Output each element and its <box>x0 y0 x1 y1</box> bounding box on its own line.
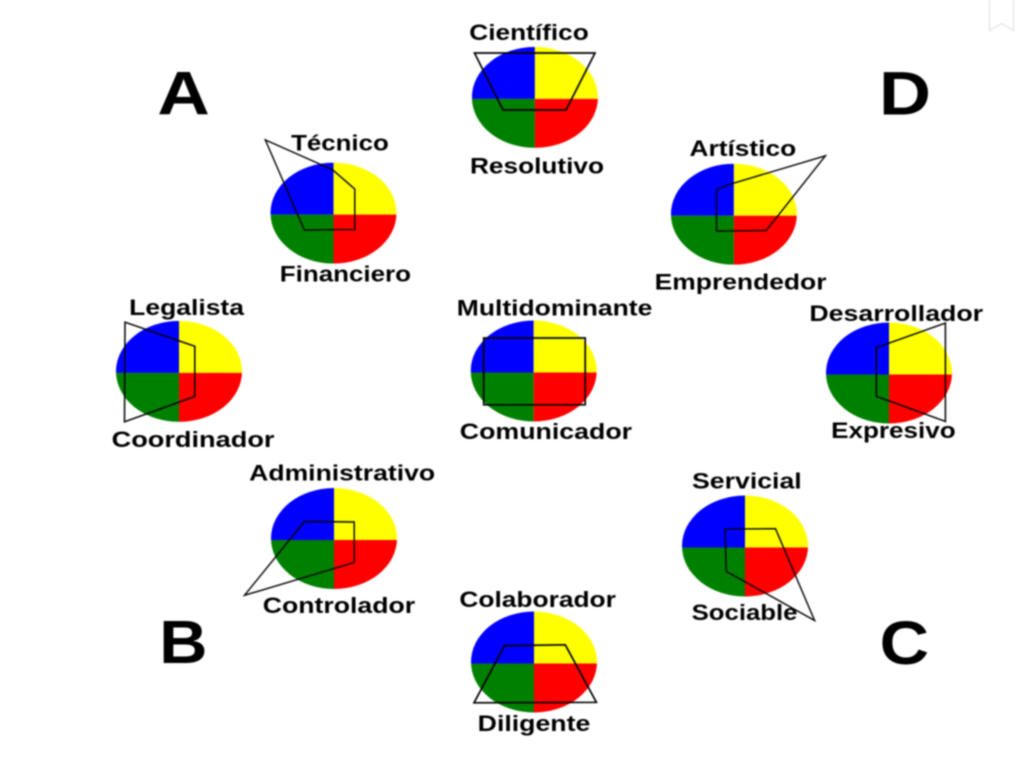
svg-text:Servicial: Servicial <box>692 469 802 494</box>
svg-text:Multidominante: Multidominante <box>457 295 653 320</box>
svg-text:Técnico: Técnico <box>291 131 389 156</box>
svg-text:Colaborador: Colaborador <box>459 587 616 612</box>
svg-text:C: C <box>880 609 929 678</box>
svg-text:Administrativo: Administrativo <box>249 461 435 486</box>
svg-text:Artístico: Artístico <box>690 136 797 161</box>
svg-text:B: B <box>159 607 207 676</box>
svg-text:Expresivo: Expresivo <box>831 418 956 443</box>
svg-text:Científico: Científico <box>469 20 589 45</box>
svg-text:Emprendedor: Emprendedor <box>655 270 827 295</box>
svg-text:Comunicador: Comunicador <box>460 419 633 444</box>
svg-text:Sociable: Sociable <box>692 600 798 625</box>
svg-text:Legalista: Legalista <box>129 295 245 320</box>
svg-text:D: D <box>879 61 931 129</box>
svg-text:Controlador: Controlador <box>263 593 416 618</box>
svg-text:Coordinador: Coordinador <box>112 427 275 452</box>
svg-text:Desarrollador: Desarrollador <box>809 301 983 326</box>
svg-text:Diligente: Diligente <box>478 711 591 736</box>
svg-text:A: A <box>157 60 209 128</box>
svg-text:Resolutivo: Resolutivo <box>470 153 604 178</box>
svg-text:Financiero: Financiero <box>280 262 411 287</box>
